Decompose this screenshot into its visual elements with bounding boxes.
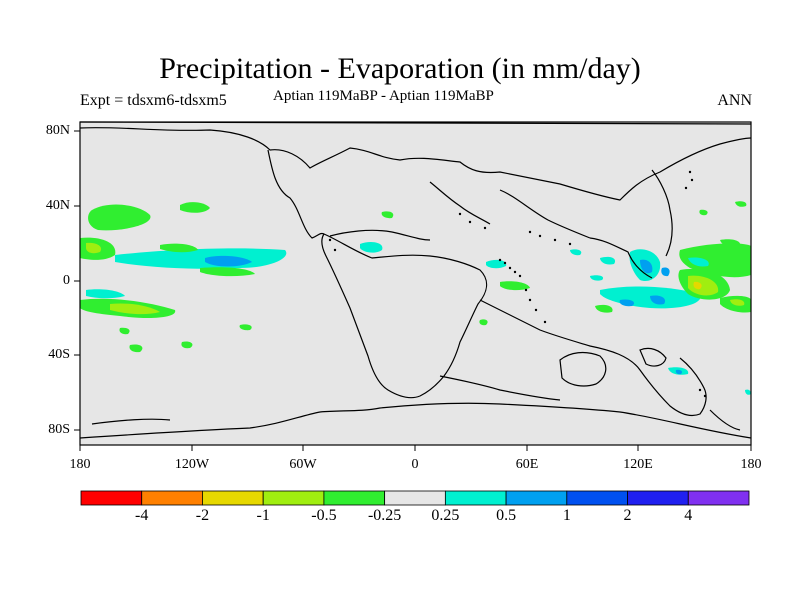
colorbar-label-9: 4 xyxy=(684,507,693,524)
colorbar-label-5: 0.25 xyxy=(431,507,460,524)
tick-marks xyxy=(74,130,752,451)
lon-label-120e: 120E xyxy=(623,457,653,472)
lon-label-180e: 180 xyxy=(740,457,762,472)
map-background xyxy=(80,122,751,445)
colorbar-label-1: -2 xyxy=(195,507,210,524)
colorbar-label-6: 0.5 xyxy=(496,507,517,524)
island-dots xyxy=(328,170,707,398)
colorbar-swatch-1 xyxy=(141,490,203,506)
lat-label-0: 0 xyxy=(63,273,70,288)
colorbar-swatch-0 xyxy=(80,490,143,506)
lon-label-120w: 120W xyxy=(174,457,210,472)
colorbar xyxy=(80,490,750,506)
period-label: Aptian 119MaBP - Aptian 119MaBP xyxy=(273,88,494,104)
colorbar-swatch-10 xyxy=(687,490,750,506)
lat-label-80s: 80S xyxy=(48,422,70,437)
season-label: ANN xyxy=(717,92,752,109)
colorbar-swatch-4 xyxy=(323,490,386,506)
lat-label-40n: 40N xyxy=(45,198,70,213)
colorbar-swatch-3 xyxy=(262,490,325,506)
colorbar-swatch-6 xyxy=(444,490,507,506)
lat-label-40s: 40S xyxy=(48,347,70,362)
colorbar-swatch-2 xyxy=(202,490,264,506)
lon-label-60w: 60W xyxy=(289,457,317,472)
lon-label-60e: 60E xyxy=(515,457,539,472)
colorbar-label-2: -1 xyxy=(256,507,270,524)
anomaly-green-nw-pacific xyxy=(88,204,151,231)
colorbar-swatch-5 xyxy=(384,490,446,506)
coast-north xyxy=(79,126,752,201)
colorbar-label-8: 2 xyxy=(623,507,632,524)
lon-label-180w: 180 xyxy=(69,457,91,472)
colorbar-swatch-7 xyxy=(505,490,568,506)
anomaly-fields xyxy=(80,201,751,395)
colorbar-label-7: 1 xyxy=(562,507,571,524)
colorbar-label-3: -0.5 xyxy=(311,507,337,524)
colorbar-swatch-9 xyxy=(627,490,689,506)
coast-antarctica xyxy=(79,402,752,439)
experiment-label: Expt = tdsxm6-tdsxm5 xyxy=(80,92,227,109)
map-title: Precipitation - Evaporation (in mm/day) xyxy=(159,52,641,85)
colorbar-label-4: -0.25 xyxy=(367,507,402,524)
coast-gondwana xyxy=(321,233,488,399)
lon-label-0: 0 xyxy=(411,457,419,472)
colorbar-swatch-8 xyxy=(566,490,628,506)
lat-label-80n: 80N xyxy=(45,123,70,138)
anomaly-green-east xyxy=(679,243,751,278)
colorbar-label-0: -4 xyxy=(135,507,149,524)
coastlines xyxy=(79,121,752,439)
